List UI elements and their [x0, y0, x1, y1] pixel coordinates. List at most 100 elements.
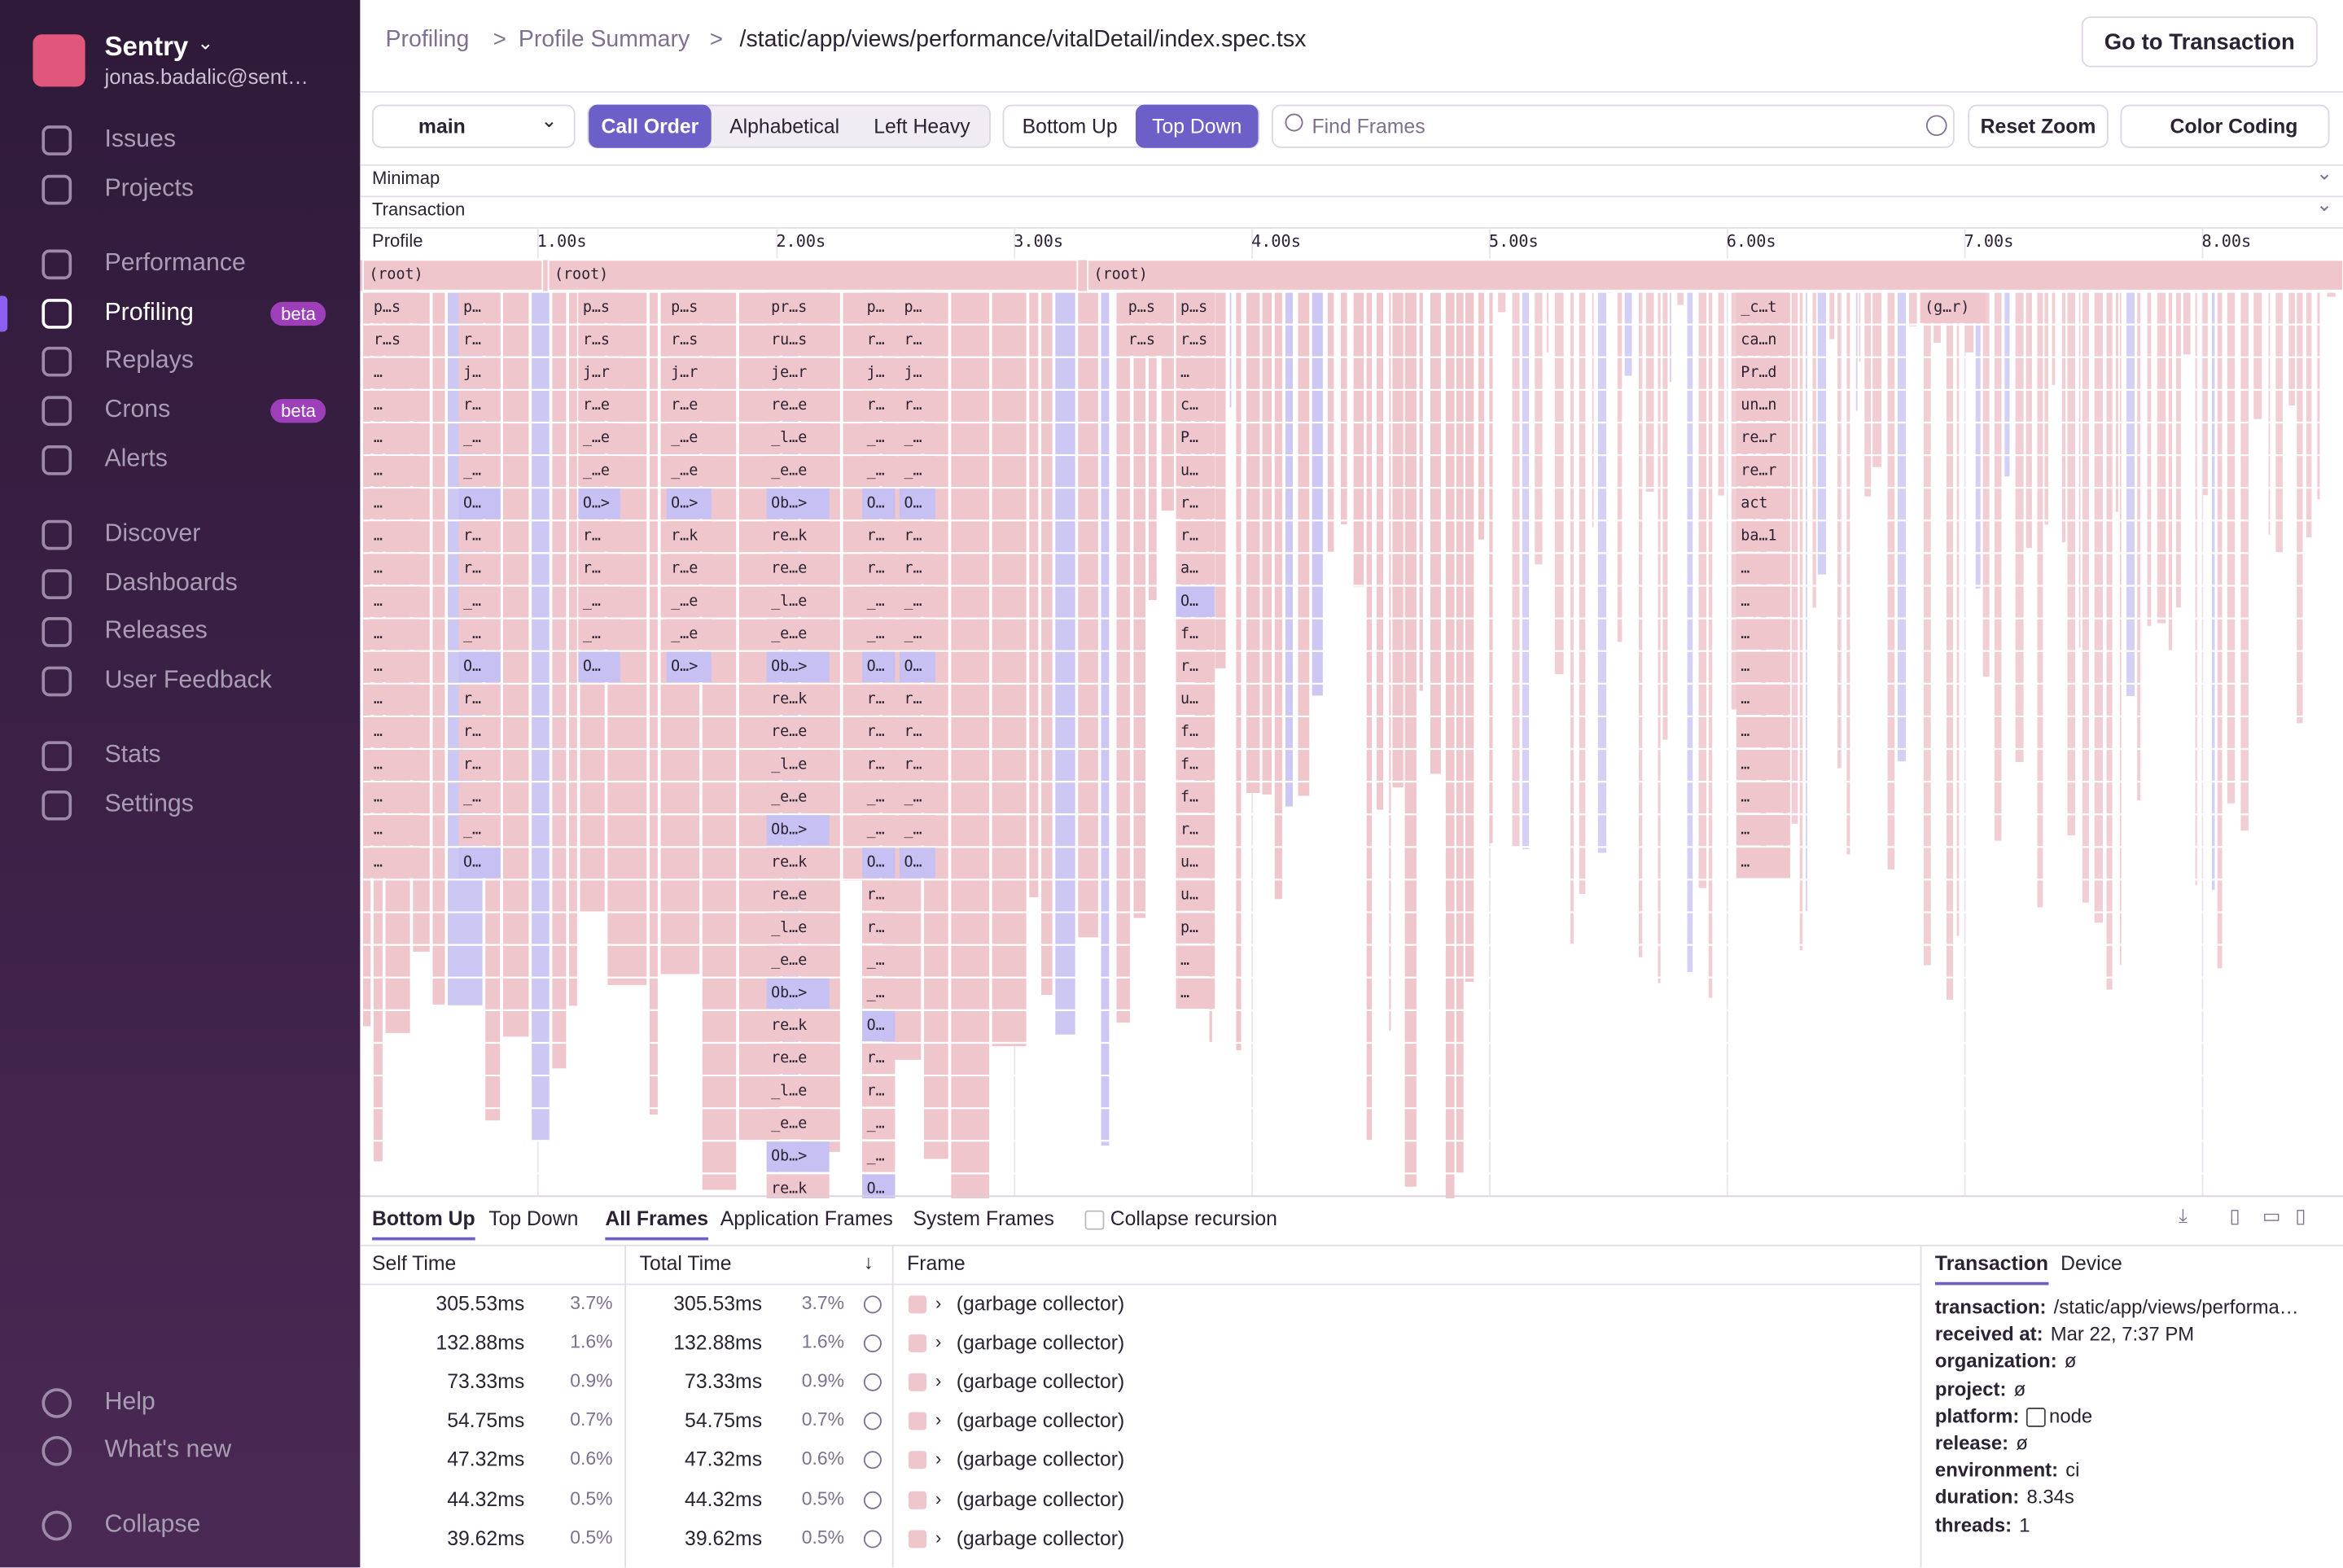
frame-label: j…r [671, 364, 698, 381]
nav-item[interactable]: Settings [104, 791, 193, 819]
frame-label: f… [1180, 788, 1198, 805]
nav-icon[interactable] [42, 520, 72, 550]
footer-icon[interactable] [42, 1511, 72, 1541]
footer-item[interactable]: Help [104, 1388, 155, 1417]
nav-icon[interactable] [42, 445, 72, 475]
column-header[interactable]: Total Time [640, 1252, 732, 1275]
nav-item[interactable]: Crons [104, 396, 170, 424]
nav-item[interactable]: Projects [104, 175, 193, 204]
nav-item[interactable]: Discover [104, 520, 200, 549]
frame-label: _… [867, 1115, 885, 1132]
flame-stripe [2169, 292, 2172, 650]
flame-stripe [1405, 292, 1417, 1186]
footer-icon[interactable] [42, 1436, 72, 1466]
section-label[interactable]: Minimap [372, 168, 440, 189]
nav-item[interactable]: Replays [104, 347, 193, 375]
breadcrumb[interactable]: Profile Summary [519, 27, 690, 54]
details-tab[interactable]: Transaction [1935, 1252, 2048, 1285]
frame-label: p… [867, 299, 885, 316]
row-settings[interactable] [864, 1530, 882, 1548]
row-settings[interactable] [864, 1452, 882, 1469]
nav-icon[interactable] [42, 125, 72, 155]
column-header[interactable]: Frame [907, 1252, 966, 1275]
flame-stripe [552, 292, 566, 1068]
nav-item[interactable]: Profiling [104, 299, 193, 327]
sort-option[interactable]: Call Order [589, 104, 712, 147]
nav-icon[interactable] [42, 617, 72, 647]
collapse-label[interactable]: Collapse recursion [1110, 1207, 1277, 1230]
expand-toggle[interactable]: › [935, 1409, 941, 1430]
view-option[interactable]: Bottom Up [1004, 104, 1136, 147]
tree-tab[interactable]: Bottom Up [372, 1207, 475, 1240]
row-settings[interactable] [864, 1373, 882, 1391]
nav-item[interactable]: Alerts [104, 445, 167, 474]
flame-stripe [2253, 292, 2262, 418]
detail-key: project: [1935, 1377, 2006, 1400]
frame-label: r…e [671, 560, 698, 577]
row-settings[interactable] [864, 1334, 882, 1352]
footer-icon[interactable] [42, 1388, 72, 1418]
frame-label: O… [1180, 593, 1198, 610]
nav-icon[interactable] [42, 250, 72, 280]
nav-item[interactable]: Performance [104, 250, 245, 278]
details-tab[interactable]: Device [2061, 1252, 2122, 1275]
frame-filter[interactable]: All Frames [605, 1207, 708, 1240]
nav-icon[interactable] [42, 299, 72, 329]
reset-zoom[interactable]: Reset Zoom [1968, 104, 2109, 147]
flame-stripe [2026, 292, 2032, 548]
nav-item[interactable]: Stats [104, 741, 160, 769]
panel-icon[interactable]: ▯ [2295, 1204, 2306, 1228]
nav-item[interactable]: User Feedback [104, 667, 271, 695]
nav-icon[interactable] [42, 569, 72, 599]
frame-filter[interactable]: System Frames [913, 1207, 1053, 1230]
nav-icon[interactable] [42, 791, 72, 821]
footer-item[interactable]: Collapse [104, 1511, 200, 1540]
panel-icon[interactable]: ▭ [2262, 1204, 2281, 1228]
frame-label: act [1741, 494, 1767, 511]
expand-toggle[interactable]: › [935, 1293, 941, 1314]
view-option[interactable]: Top Down [1136, 104, 1259, 147]
flamegraph[interactable]: 1.00s2.00s3.00s4.00s5.00s6.00s7.00s8.00s… [360, 227, 2343, 1198]
nav-item[interactable]: Releases [104, 617, 207, 646]
nav-item[interactable]: Issues [104, 125, 176, 154]
nav-icon[interactable] [42, 175, 72, 205]
sort-option[interactable]: Left Heavy [856, 104, 988, 147]
detail-key: transaction: [1935, 1295, 2047, 1318]
flame-stripe [951, 292, 989, 1198]
column-header[interactable]: Self Time [372, 1252, 456, 1275]
breadcrumb[interactable]: Profiling [386, 27, 470, 54]
row-settings[interactable] [864, 1295, 882, 1313]
row-settings[interactable] [864, 1413, 882, 1430]
flame-stripe [1392, 292, 1403, 787]
frame-label: r…e [671, 396, 698, 414]
expand-toggle[interactable]: › [935, 1370, 941, 1391]
panel-icon[interactable]: ⤓ [2179, 1204, 2188, 1228]
sort-option[interactable]: Alphabetical [713, 104, 856, 147]
nav-icon[interactable] [42, 347, 72, 377]
nav-icon[interactable] [42, 396, 72, 426]
expand-toggle[interactable]: › [935, 1448, 941, 1469]
expand-toggle[interactable]: › [935, 1526, 941, 1548]
nav-icon[interactable] [42, 741, 72, 771]
flame-stripe [1909, 292, 1917, 326]
color-coding[interactable]: Color Coding [2121, 104, 2330, 147]
footer-item[interactable]: What's new [104, 1436, 231, 1465]
tree-tab[interactable]: Top Down [488, 1207, 578, 1230]
collapse-checkbox[interactable] [1085, 1211, 1105, 1230]
nav-icon[interactable] [42, 667, 72, 697]
expand-toggle[interactable]: › [935, 1487, 941, 1509]
go-to-transaction[interactable]: Go to Transaction [2082, 16, 2318, 67]
search-input[interactable]: Find Frames [1272, 104, 1955, 147]
flame-stripe [1792, 292, 1798, 823]
flame-stripe [1275, 292, 1282, 899]
detail-value: 8.34s [2026, 1486, 2074, 1509]
expand-toggle[interactable]: › [935, 1332, 941, 1353]
row-settings[interactable] [864, 1491, 882, 1509]
panel-icon[interactable]: ▯ [2230, 1204, 2240, 1228]
section-label[interactable]: Transaction [372, 199, 465, 220]
nav-item[interactable]: Dashboards [104, 569, 237, 598]
flame-stripe [2052, 292, 2056, 384]
frame-label: r… [867, 690, 885, 707]
frame-filter[interactable]: Application Frames [720, 1207, 893, 1230]
frame-label: _c…t [1741, 299, 1776, 316]
